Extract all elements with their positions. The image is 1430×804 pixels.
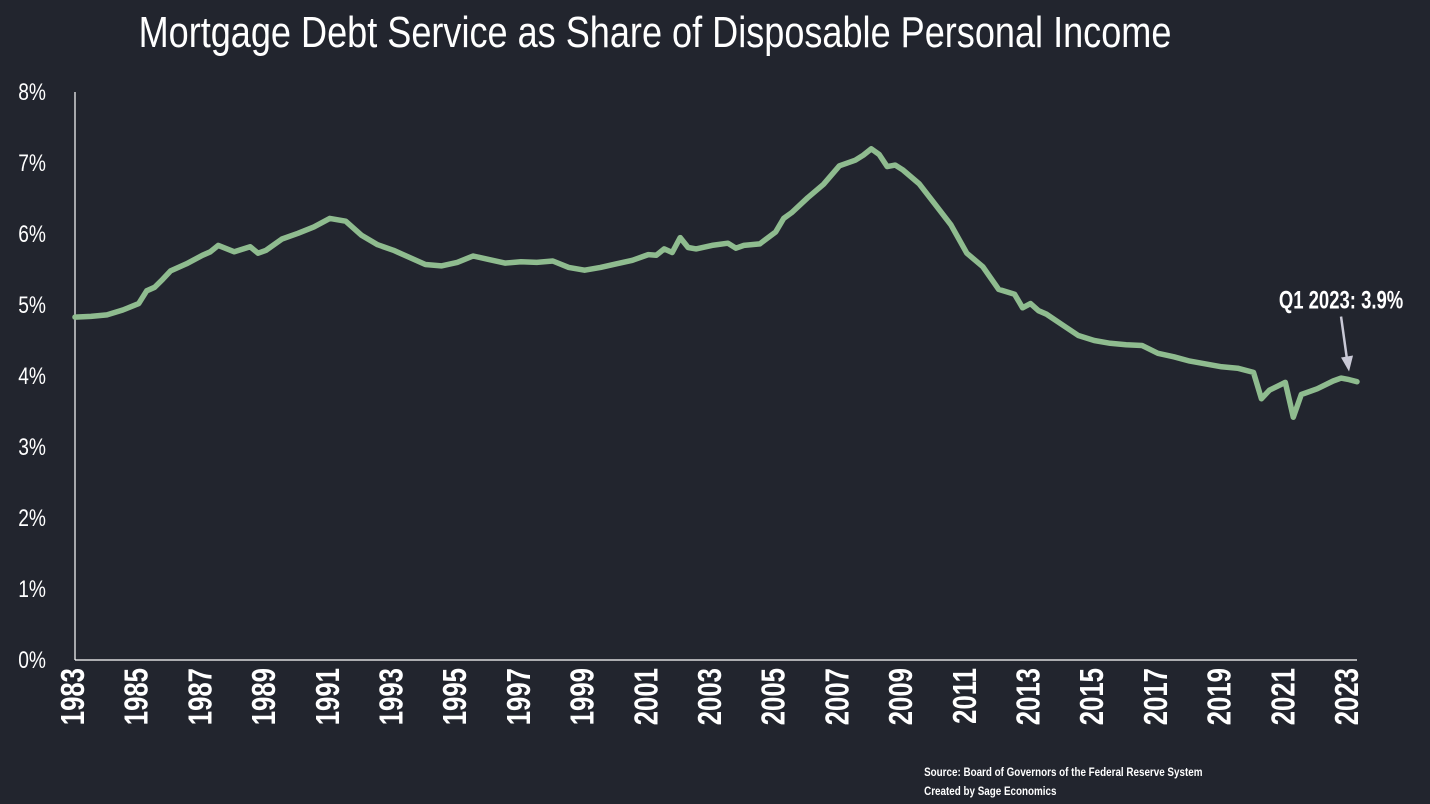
y-tick-label: 1% xyxy=(18,575,46,603)
y-tick-label: 0% xyxy=(18,646,46,674)
y-tick-label: 2% xyxy=(18,504,46,532)
x-tick-label: 1987 xyxy=(182,668,219,725)
x-tick-label: 2009 xyxy=(883,668,920,725)
x-tick-label: 2017 xyxy=(1138,668,1175,725)
annotation-label: Q1 2023: 3.9% xyxy=(1279,286,1403,314)
x-tick-label: 1999 xyxy=(565,668,602,725)
x-tick-label: 2005 xyxy=(756,668,793,725)
annotation-arrow-head xyxy=(1341,355,1354,372)
x-tick-label: 1995 xyxy=(437,668,474,725)
credit-line: Created by Sage Economics xyxy=(923,784,1056,798)
chart-title: Mortgage Debt Service as Share of Dispos… xyxy=(138,8,1172,57)
source-note: Source: Board of Governors of the Federa… xyxy=(924,763,1202,801)
x-tick-label: 2013 xyxy=(1011,668,1048,725)
x-tick-label: 1993 xyxy=(374,668,411,725)
x-tick-label: 1985 xyxy=(119,668,156,725)
annotation-arrow-shaft xyxy=(1339,316,1349,360)
x-tick-label: 1989 xyxy=(246,668,283,725)
x-tick-label: 1997 xyxy=(501,668,538,725)
x-tick-label: 1991 xyxy=(310,668,347,725)
x-tick-label: 2007 xyxy=(819,668,856,725)
x-tick-label: 2011 xyxy=(947,668,984,724)
x-tick-label: 2023 xyxy=(1329,668,1366,725)
y-tick-label: 4% xyxy=(18,362,46,390)
y-tick-label: 5% xyxy=(18,291,46,319)
x-tick-label: 2001 xyxy=(628,668,665,725)
x-tick-label: 2015 xyxy=(1074,668,1111,725)
x-tick-label: 2019 xyxy=(1202,668,1239,725)
y-tick-label: 8% xyxy=(18,78,46,106)
x-tick-label: 2021 xyxy=(1265,668,1302,725)
source-line: Source: Board of Governors of the Federa… xyxy=(923,765,1202,779)
x-tick-label: 1983 xyxy=(55,668,92,725)
y-tick-label: 3% xyxy=(18,433,46,461)
x-tick-label: 2003 xyxy=(692,668,729,725)
series-line xyxy=(72,146,1360,420)
y-tick-label: 7% xyxy=(18,149,46,177)
y-tick-label: 6% xyxy=(18,220,46,248)
